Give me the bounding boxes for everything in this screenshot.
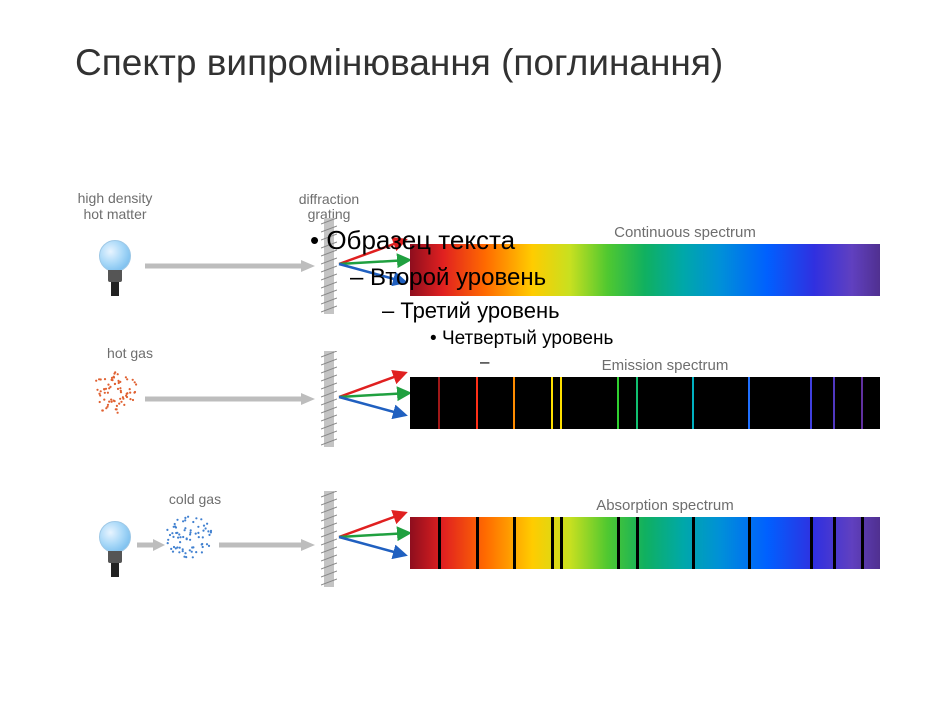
row-absorption: cold gas Absorption spectrum (75, 495, 885, 615)
spectrum-label-continuous: Continuous spectrum (585, 224, 785, 241)
arrow-grey (137, 539, 165, 547)
spectrum-label-absorption: Absorption spectrum (565, 497, 765, 514)
arrow-grey (145, 393, 315, 401)
lightbulb-icon (97, 521, 133, 581)
overlay-lvl1: Образец текста (310, 225, 613, 256)
cold-gas-icon (163, 513, 215, 561)
emission-spectrum (410, 377, 880, 429)
overlay-lvl2: Второй уровень (350, 264, 613, 292)
overlay-lvl5 (480, 352, 613, 372)
diffraction-grating-icon (321, 491, 337, 587)
arrow-grey (219, 539, 315, 547)
row-emission: hot gas Emission spectrum (75, 355, 885, 475)
source-label-hot-matter: high density hot matter (70, 190, 160, 222)
overlay-lvl3: Третий уровень (382, 298, 613, 324)
absorption-spectrum (410, 517, 880, 569)
lightbulb-icon (97, 240, 133, 300)
template-text-overlay: Образец текста Второй уровень Третий уро… (310, 225, 613, 372)
hot-gas-icon (89, 369, 141, 417)
arrow-grey (145, 260, 315, 268)
source-label-hot-gas: hot gas (85, 345, 175, 361)
page-title: Спектр випромінювання (поглинання) (75, 42, 723, 84)
overlay-lvl4: Четвертый уровень (430, 328, 613, 350)
source-label-cold-gas: cold gas (155, 491, 235, 507)
